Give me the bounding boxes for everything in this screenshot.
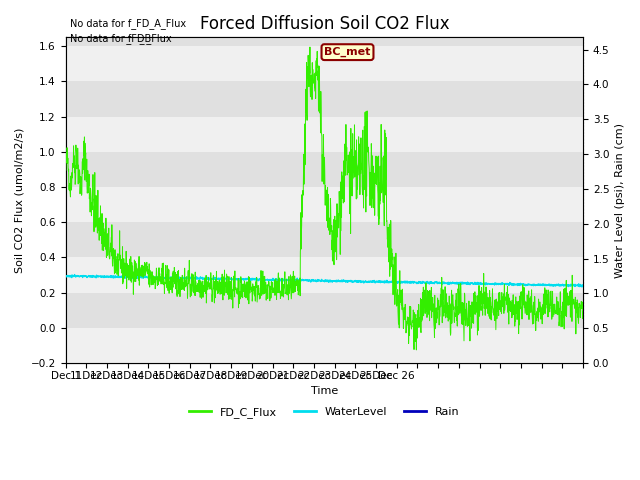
Bar [397,151,399,363]
Bar [446,355,447,363]
Bar [317,300,319,363]
Bar [316,175,317,363]
Bar [86,332,88,363]
Bar [507,349,508,363]
Legend: FD_C_Flux, WaterLevel, Rain: FD_C_Flux, WaterLevel, Rain [184,403,464,422]
Text: BC_met: BC_met [324,47,371,57]
Y-axis label: Soil CO2 Flux (umol/m2/s): Soil CO2 Flux (umol/m2/s) [15,128,25,273]
Bar [314,307,316,363]
Bar [486,350,488,363]
Bar [545,356,547,363]
Bar [65,46,583,81]
Bar [65,293,583,328]
Bar [65,11,583,46]
Bar [65,222,583,257]
Y-axis label: Water Level (psi), Rain (cm): Water Level (psi), Rain (cm) [615,123,625,278]
Bar [506,353,507,363]
Bar [324,307,326,363]
Bar [65,328,583,363]
Title: Forced Diffusion Soil CO2 Flux: Forced Diffusion Soil CO2 Flux [200,15,449,33]
X-axis label: Time: Time [310,386,338,396]
Bar [127,346,128,363]
Bar [487,356,488,363]
Bar [398,279,399,363]
Bar [468,356,469,363]
Bar [89,259,90,363]
Bar [467,349,468,363]
Bar [316,265,317,363]
Bar [65,187,583,222]
Bar [399,335,401,363]
Bar [65,152,583,187]
Bar [326,342,327,363]
Bar [447,350,448,363]
Bar [65,117,583,152]
Bar [465,355,467,363]
Bar [125,353,126,363]
Bar [525,355,527,363]
Bar [91,328,92,363]
Text: No data for f_FD_A_Flux: No data for f_FD_A_Flux [70,18,186,29]
Text: No data for f̲FD̲B̲Flux: No data for f̲FD̲B̲Flux [70,33,172,44]
Bar [65,81,583,117]
Bar [319,307,321,363]
Bar [65,257,583,293]
Bar [321,328,322,363]
